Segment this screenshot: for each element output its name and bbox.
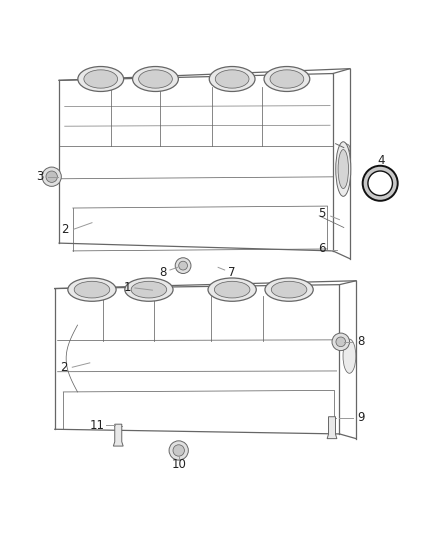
Ellipse shape [74, 281, 110, 298]
Circle shape [363, 166, 398, 201]
Circle shape [332, 333, 350, 351]
Circle shape [169, 441, 188, 460]
Ellipse shape [133, 67, 178, 92]
Ellipse shape [343, 339, 356, 373]
Ellipse shape [138, 70, 172, 88]
Text: 8: 8 [159, 265, 166, 279]
Text: 8: 8 [358, 335, 365, 349]
Circle shape [173, 445, 184, 456]
Circle shape [368, 171, 392, 196]
Circle shape [42, 167, 61, 187]
Text: 9: 9 [357, 411, 365, 424]
Polygon shape [327, 417, 337, 439]
Ellipse shape [215, 70, 249, 88]
Ellipse shape [264, 67, 310, 92]
Circle shape [175, 258, 191, 273]
Ellipse shape [271, 281, 307, 298]
Ellipse shape [78, 67, 124, 92]
Ellipse shape [68, 278, 116, 301]
Text: 4: 4 [377, 154, 385, 167]
Ellipse shape [84, 70, 117, 88]
Ellipse shape [336, 142, 351, 196]
Circle shape [179, 261, 187, 270]
Ellipse shape [338, 150, 349, 189]
Ellipse shape [131, 281, 167, 298]
Ellipse shape [125, 278, 173, 301]
Text: 6: 6 [318, 243, 326, 255]
Text: 5: 5 [318, 207, 325, 220]
Text: 2: 2 [60, 361, 67, 374]
Text: 2: 2 [61, 223, 69, 236]
Polygon shape [113, 424, 123, 446]
Ellipse shape [209, 67, 255, 92]
Ellipse shape [270, 70, 304, 88]
Ellipse shape [214, 281, 250, 298]
Circle shape [336, 337, 346, 346]
Ellipse shape [208, 278, 256, 301]
Text: 3: 3 [36, 170, 43, 183]
Circle shape [340, 144, 350, 154]
Text: 11: 11 [90, 418, 105, 432]
Text: 1: 1 [123, 281, 131, 294]
Ellipse shape [265, 278, 313, 301]
Circle shape [46, 171, 57, 182]
Text: 10: 10 [171, 458, 186, 471]
Text: 7: 7 [227, 265, 235, 279]
